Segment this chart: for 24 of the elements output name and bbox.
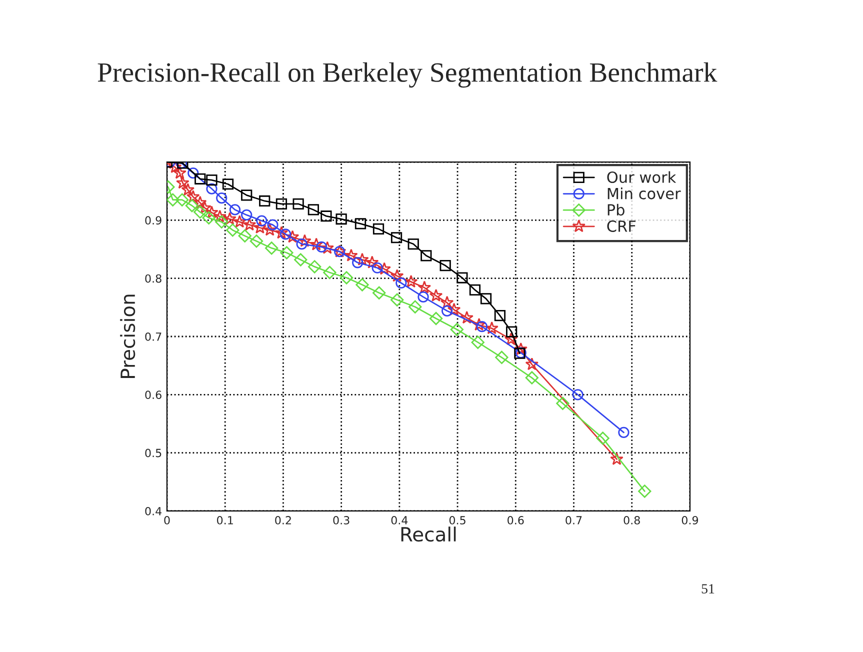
legend-label: Min cover (608, 188, 681, 200)
x-axis-title: Recall (401, 526, 456, 542)
chart-title: Precision-Recall on Berkeley Segmentation Benchmark (98, 62, 718, 88)
x-tick-label: 0.1 (216, 516, 233, 524)
y-tick-label: 0.5 (145, 448, 162, 458)
x-tick-label: 0.7 (566, 516, 582, 524)
x-tick-label: 0.5 (449, 516, 466, 524)
y-tick-label: 0.8 (145, 274, 162, 283)
y-tick-label: 0.9 (145, 216, 162, 225)
y-tick-label: 0.4 (145, 506, 162, 516)
legend-label: Pb (608, 204, 624, 216)
y-tick-label: 0.6 (145, 390, 162, 400)
x-tick-label: 0.4 (391, 516, 408, 524)
x-tick-label: 0.6 (508, 516, 524, 524)
y-axis-title: Precision (120, 294, 136, 378)
y-tick-label: 0.7 (145, 332, 162, 341)
text: 51 (702, 584, 714, 594)
x-tick-label: 0.3 (333, 516, 350, 524)
x-tick-label: 0.9 (682, 516, 698, 524)
legend-label: Our work (607, 171, 676, 184)
x-tick-label: 0 (164, 516, 170, 524)
x-tick-label: 0.2 (275, 516, 291, 524)
legend-label: CRF (607, 220, 636, 232)
x-tick-label: 0.8 (624, 516, 640, 524)
